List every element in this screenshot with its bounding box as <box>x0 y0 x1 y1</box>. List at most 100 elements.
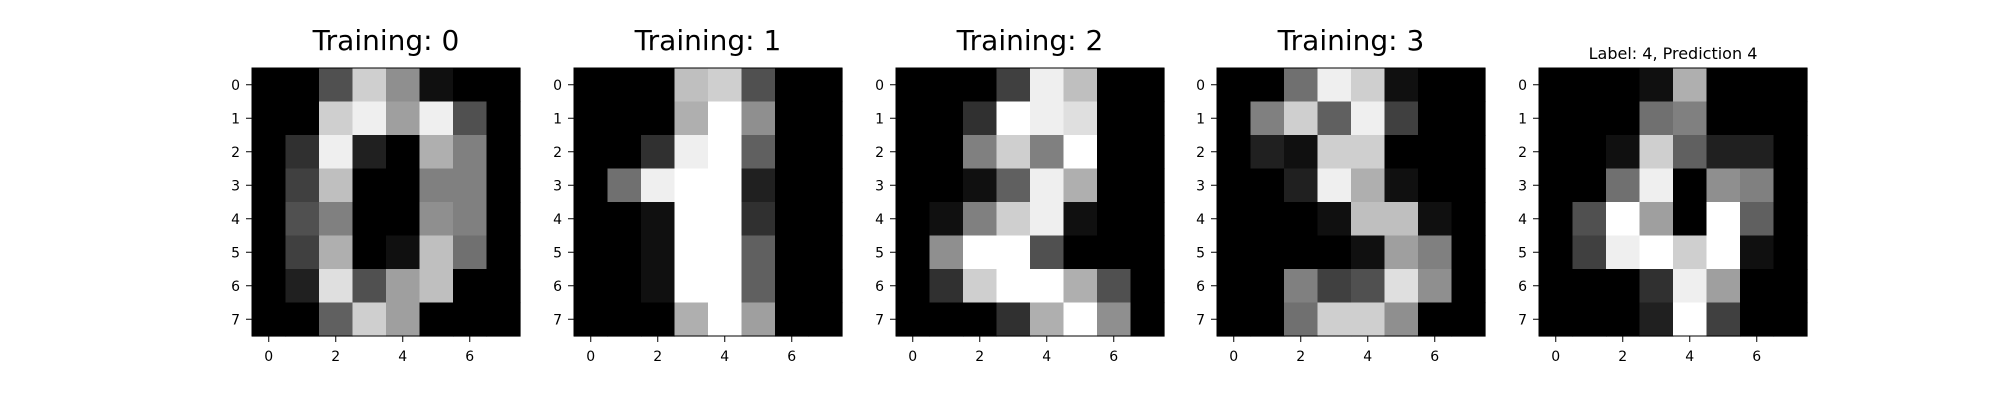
pixel-cell <box>929 101 964 136</box>
pixel-cell <box>1217 202 1252 237</box>
pixel-cell <box>285 168 320 203</box>
pixel-cell <box>1451 302 1486 337</box>
y-tick-label: 7 <box>231 312 240 328</box>
pixel-cell <box>1250 302 1285 337</box>
pixel-cell <box>674 68 709 103</box>
pixel-cell <box>1130 168 1165 203</box>
pixel-cell <box>996 135 1031 170</box>
pixel-cell <box>1097 269 1132 304</box>
pixel-cell <box>1418 302 1453 337</box>
pixel-cell <box>319 235 354 270</box>
x-tick-label: 0 <box>1551 349 1560 365</box>
pixel-cell <box>674 135 709 170</box>
pixel-cell <box>1063 168 1098 203</box>
pixel-cell <box>896 168 931 203</box>
axes-frame <box>251 67 521 337</box>
pixel-cell <box>574 235 609 270</box>
panel-title: Training: 3 <box>1277 24 1425 57</box>
x-tick-label: 2 <box>1618 349 1627 365</box>
pixel-cell <box>1572 302 1607 337</box>
pixel-cell <box>1773 68 1808 103</box>
y-axis: 0 1 2 3 4 5 6 7 <box>231 78 252 328</box>
pixel-cell <box>775 269 810 304</box>
pixel-cell <box>352 235 387 270</box>
pixel-cell <box>1539 135 1574 170</box>
y-axis: 0 1 2 3 4 5 6 7 <box>1196 78 1217 328</box>
pixel-cell <box>486 68 521 103</box>
pixel-cell <box>1606 101 1641 136</box>
pixel-cell <box>574 101 609 136</box>
pixel-cell <box>574 269 609 304</box>
pixel-cell <box>996 68 1031 103</box>
pixel-cell <box>1063 269 1098 304</box>
pixel-cell <box>486 235 521 270</box>
pixel-cell <box>419 202 454 237</box>
pixel-cell <box>1284 135 1319 170</box>
pixel-cell <box>1284 68 1319 103</box>
pixel-cell <box>252 202 287 237</box>
pixel-cell <box>963 235 998 270</box>
pixel-cell <box>352 68 387 103</box>
pixel-cell <box>1384 168 1419 203</box>
y-tick-label: 5 <box>1518 245 1527 261</box>
pixel-cell <box>1317 235 1352 270</box>
y-tick-label: 7 <box>553 312 562 328</box>
pixel-cell <box>1097 202 1132 237</box>
pixel-cell <box>929 302 964 337</box>
pixel-cell <box>641 101 676 136</box>
pixel-cell <box>1773 302 1808 337</box>
pixel-cell <box>1317 269 1352 304</box>
pixel-cell <box>896 202 931 237</box>
pixel-cell <box>1418 235 1453 270</box>
pixel-cell <box>741 135 776 170</box>
pixel-cell <box>963 269 998 304</box>
pixel-cell <box>1740 235 1775 270</box>
pixel-cell <box>1250 135 1285 170</box>
pixel-cell <box>1130 68 1165 103</box>
pixel-cell <box>896 302 931 337</box>
pixel-cell <box>1384 269 1419 304</box>
pixel-cell <box>386 68 421 103</box>
pixel-cell <box>708 135 743 170</box>
pixel-cell <box>285 135 320 170</box>
pixel-cell <box>929 235 964 270</box>
pixel-cell <box>1572 168 1607 203</box>
pixel-cell <box>1572 68 1607 103</box>
pixel-cell <box>963 135 998 170</box>
pixel-cell <box>674 101 709 136</box>
pixel-cell <box>1130 269 1165 304</box>
pixel-cell <box>1606 302 1641 337</box>
y-tick-label: 0 <box>231 78 240 94</box>
pixel-cell <box>1673 168 1708 203</box>
pixel-cell <box>453 168 488 203</box>
x-tick-label: 6 <box>465 349 474 365</box>
pixel-cell <box>1639 269 1674 304</box>
pixel-cell <box>1606 168 1641 203</box>
pixel-cell <box>1317 68 1352 103</box>
y-tick-label: 2 <box>1196 145 1205 161</box>
pixel-cell <box>1351 101 1386 136</box>
pixel-cell <box>1130 235 1165 270</box>
pixel-cell <box>1250 168 1285 203</box>
pixel-cell <box>1384 302 1419 337</box>
y-tick-label: 0 <box>1196 78 1205 94</box>
axes-frame <box>895 67 1165 337</box>
pixel-cell <box>453 202 488 237</box>
x-tick-label: 4 <box>1042 349 1051 365</box>
x-tick-label: 6 <box>1109 349 1118 365</box>
y-tick-label: 6 <box>1518 279 1527 295</box>
pixel-cell <box>1773 235 1808 270</box>
pixel-cell <box>1284 101 1319 136</box>
x-tick-label: 0 <box>586 349 595 365</box>
pixel-cell <box>741 101 776 136</box>
y-tick-label: 4 <box>553 212 562 228</box>
pixel-cell <box>252 135 287 170</box>
pixel-cell <box>1384 68 1419 103</box>
pixel-cell <box>674 235 709 270</box>
pixel-cell <box>741 168 776 203</box>
pixel-cell <box>1539 302 1574 337</box>
x-tick-label: 6 <box>1752 349 1761 365</box>
pixel-cell <box>808 235 843 270</box>
pixel-cell <box>1351 135 1386 170</box>
